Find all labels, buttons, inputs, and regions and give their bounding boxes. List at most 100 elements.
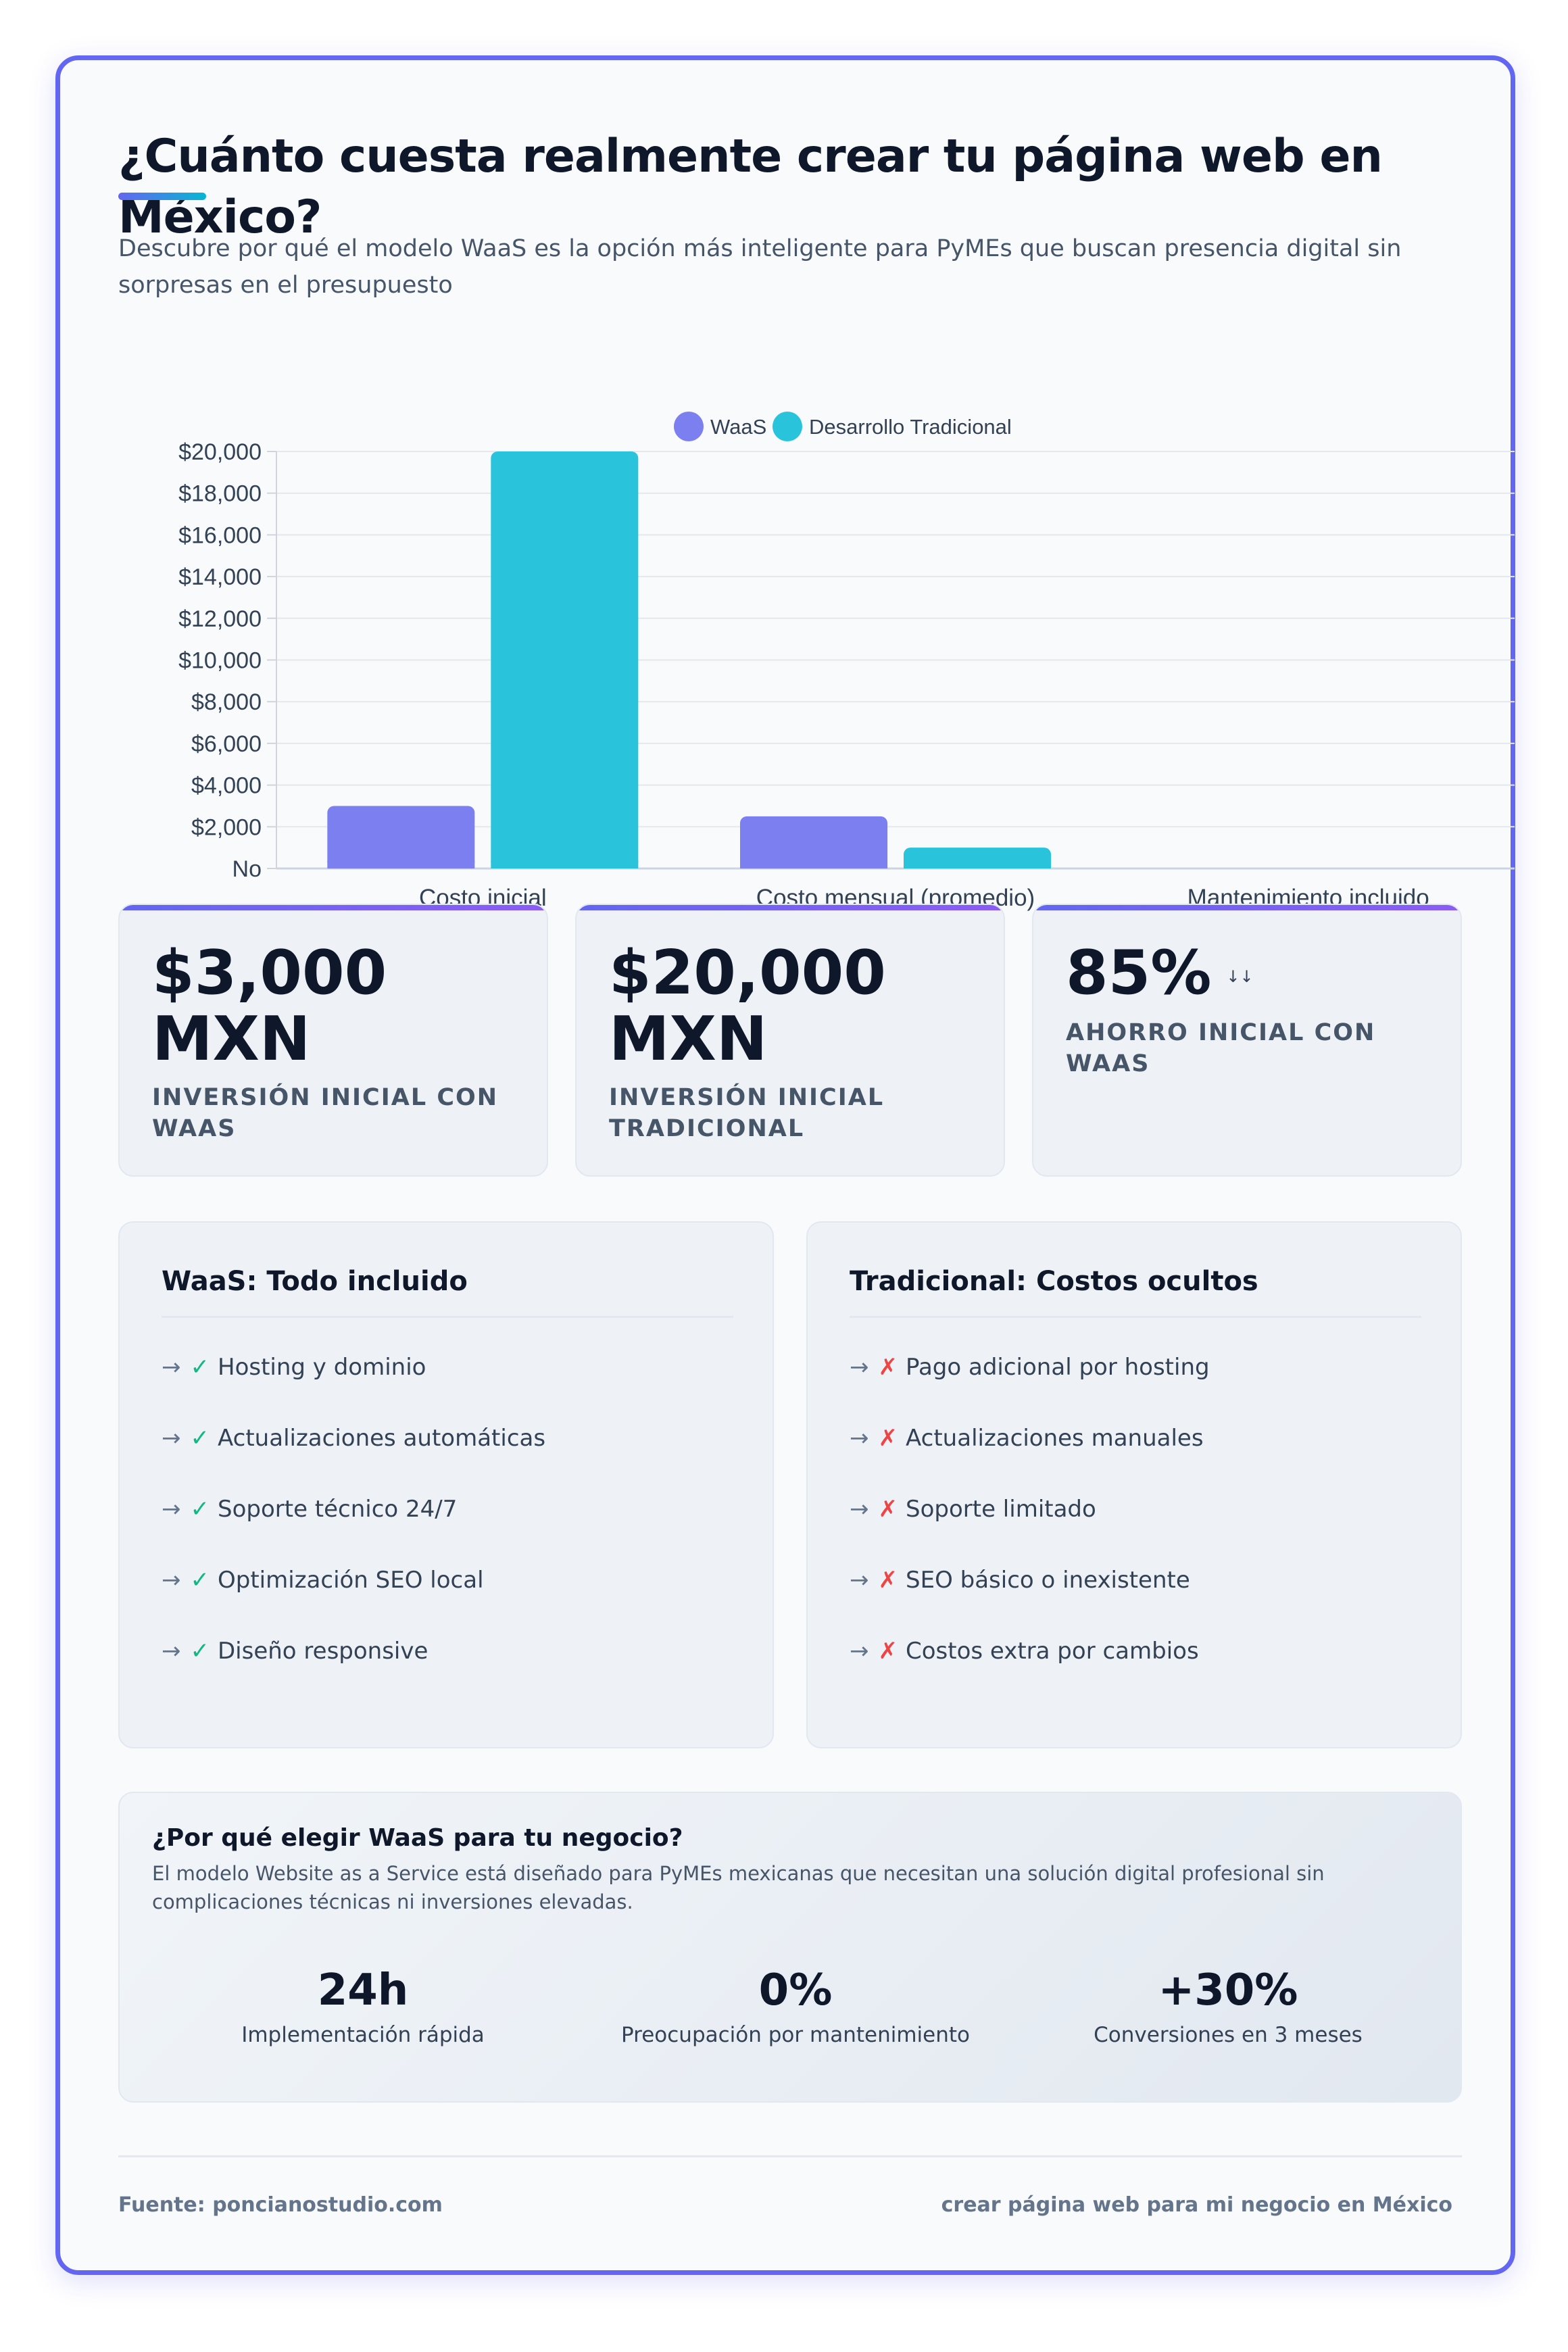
traditional-list-item: → ✗ Pago adicional por hosting (850, 1352, 1210, 1382)
arrow-right-icon: → (850, 1425, 869, 1452)
arrow-right-icon: → (850, 1567, 869, 1594)
bar-traditional (491, 451, 639, 868)
waas-list-item: → ✓ Optimización SEO local (162, 1565, 484, 1595)
title-accent-bar (118, 193, 206, 200)
arrow-right-icon: → (850, 1354, 869, 1381)
stat-value: $3,000 MXN (152, 937, 387, 1075)
stat-label: Ahorro inicial con WaaS (1066, 1019, 1376, 1077)
list-title: WaaS: Todo incluido (162, 1266, 468, 1297)
arrow-right-icon: → (162, 1567, 181, 1594)
bar-base (491, 860, 639, 868)
infographic-card: ¿Cuánto cuesta realmente crear tu página… (55, 55, 1515, 2275)
y-tick-label: $20,000 (178, 439, 262, 465)
waas-list-item: → ✓ Diseño responsive (162, 1636, 428, 1666)
list-item-label: Actualizaciones manuales (906, 1425, 1204, 1452)
metric-value: +30% (1158, 1965, 1298, 2015)
cross-icon: ✗ (878, 1496, 898, 1523)
y-tick-label: $10,000 (178, 648, 262, 674)
arrow-right-icon: → (162, 1354, 181, 1381)
traditional-list-item: → ✗ Soporte limitado (850, 1494, 1096, 1524)
divider (162, 1316, 733, 1318)
list-item-label: Diseño responsive (218, 1638, 428, 1665)
y-tick-label: No (232, 856, 262, 882)
cross-icon: ✗ (878, 1567, 898, 1594)
stat-card-accent (1033, 905, 1461, 910)
cross-icon: ✗ (878, 1354, 898, 1381)
traditional-list-item: → ✗ Costos extra por cambios (850, 1636, 1199, 1666)
stat-card-accent (120, 905, 547, 910)
stat-card-waas: $3,000 MXN Inversión inicial con WaaS (118, 904, 548, 1177)
list-item-label: Soporte técnico 24/7 (218, 1496, 458, 1523)
footer-keyword: crear página web para mi negocio en Méxi… (941, 2193, 1452, 2217)
cross-icon: ✗ (878, 1638, 898, 1665)
page-subtitle: Descubre por qué el modelo WaaS es la op… (118, 235, 1402, 299)
list-item-label: Pago adicional por hosting (906, 1354, 1210, 1381)
legend-swatch (674, 412, 704, 441)
waas-list-item: → ✓ Soporte técnico 24/7 (162, 1494, 457, 1524)
metric-value: 24h (317, 1965, 409, 2015)
metric-value: 0% (758, 1965, 833, 2015)
check-icon: ✓ (190, 1567, 210, 1594)
down-arrow-icon: ↓↓ (1226, 967, 1254, 987)
divider (850, 1316, 1421, 1318)
y-tick-label: $12,000 (178, 606, 262, 632)
check-icon: ✓ (190, 1354, 210, 1381)
legend-label: Desarrollo Tradicional (809, 415, 1012, 439)
list-item-label: Hosting y dominio (218, 1354, 426, 1381)
stat-card-traditional: $20,000 MXN Inversión inicial tradiciona… (575, 904, 1005, 1177)
waas-list-item: → ✓ Hosting y dominio (162, 1352, 426, 1382)
savings-percent: 85% (1066, 937, 1212, 1008)
y-tick-label: $18,000 (178, 481, 262, 507)
arrow-right-icon: → (162, 1638, 181, 1665)
bar-waas (740, 816, 887, 868)
check-icon: ✓ (190, 1425, 210, 1452)
arrow-right-icon: → (850, 1496, 869, 1523)
list-item-label: Optimización SEO local (218, 1567, 484, 1594)
bar-base (904, 860, 1051, 868)
arrow-right-icon: → (162, 1425, 181, 1452)
list-item-label: Soporte limitado (906, 1496, 1096, 1523)
bar-waas (327, 806, 475, 868)
traditional-list-item: → ✗ SEO básico o inexistente (850, 1565, 1190, 1595)
y-tick-label: $16,000 (178, 522, 262, 548)
y-tick-label: $4,000 (191, 773, 262, 799)
list-item-label: Costos extra por cambios (906, 1638, 1199, 1665)
metric-label: Preocupación por mantenimiento (621, 2023, 970, 2047)
arrow-right-icon: → (162, 1496, 181, 1523)
metric-conversions: +30% Conversiones en 3 meses (1012, 1963, 1444, 2050)
list-item-label: Actualizaciones automáticas (218, 1425, 546, 1452)
footer-divider (118, 2155, 1462, 2157)
traditional-list-item: → ✗ Actualizaciones manuales (850, 1423, 1204, 1453)
metric-label: Conversiones en 3 meses (1094, 2023, 1363, 2047)
list-item-label: SEO básico o inexistente (906, 1567, 1190, 1594)
stat-value: $20,000 MXN (609, 937, 886, 1075)
why-waas-section: ¿Por qué elegir WaaS para tu negocio? El… (118, 1792, 1462, 2103)
traditional-costs-card: Tradicional: Costos ocultos → ✗ Pago adici… (806, 1221, 1462, 1748)
bar-base (740, 860, 887, 868)
page-title: ¿Cuánto cuesta realmente crear tu página… (118, 130, 1383, 244)
metric-maintenance: 0% Preocupación por mantenimiento (579, 1963, 1012, 2050)
metric-implementation: 24h Implementación rápida (147, 1963, 579, 2050)
legend-swatch (773, 412, 802, 441)
chart-svg: No $2,000 $4,000 $6,000 $8,000 $10,000 $12,000… (178, 412, 1515, 911)
list-title: Tradicional: Costos ocultos (850, 1266, 1258, 1297)
stat-card-accent (577, 905, 1004, 910)
y-tick-label: $14,000 (178, 564, 262, 590)
footer-source: Fuente: poncianostudio.com (118, 2193, 443, 2217)
stat-label: Inversión inicial tradicional (609, 1084, 885, 1142)
check-icon: ✓ (190, 1496, 210, 1523)
why-title: ¿Por qué elegir WaaS para tu negocio? (152, 1824, 683, 1852)
arrow-right-icon: → (850, 1638, 869, 1665)
y-tick-label: $2,000 (191, 814, 262, 840)
legend-label: WaaS (710, 415, 766, 439)
stat-label: Inversión inicial con WaaS (152, 1084, 499, 1142)
bar-base (327, 860, 475, 868)
stat-value: 85% ↓↓ (1066, 940, 1444, 1010)
y-tick-label: $8,000 (191, 689, 262, 715)
why-description: El modelo Website as a Service está dise… (152, 1862, 1325, 1913)
cost-comparison-chart: No $2,000 $4,000 $6,000 $8,000 $10,000 $12,000… (87, 344, 1520, 925)
waas-list-item: → ✓ Actualizaciones automáticas (162, 1423, 545, 1453)
metric-label: Implementación rápida (241, 2023, 485, 2047)
check-icon: ✓ (190, 1638, 210, 1665)
cross-icon: ✗ (878, 1425, 898, 1452)
